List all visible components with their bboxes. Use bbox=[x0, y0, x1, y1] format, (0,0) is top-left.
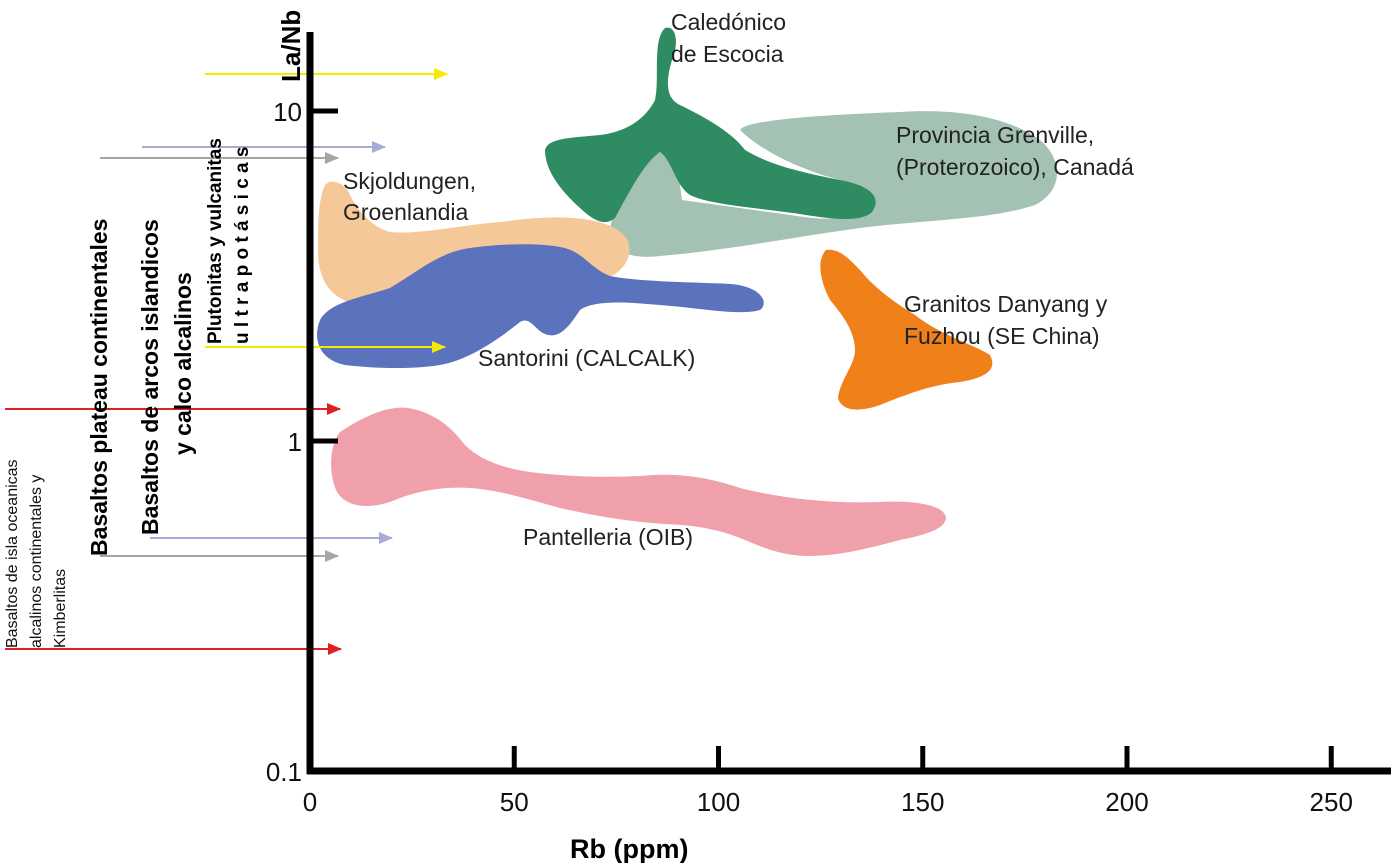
x-tick-label: 150 bbox=[901, 787, 944, 817]
label-caledonico-line1: Caledónico bbox=[671, 9, 786, 35]
x-tick-label: 50 bbox=[500, 787, 529, 817]
label-danyang-line1: Granitos Danyang y bbox=[904, 291, 1108, 317]
field-grenville bbox=[609, 111, 1058, 257]
y-tick-label: 0.1 bbox=[266, 757, 302, 787]
label-oib-line3: Kimberlitas bbox=[52, 569, 69, 648]
label-plutonitas-line1: Plutonitas y vulcanitas bbox=[205, 138, 226, 344]
field-santorini bbox=[317, 244, 764, 369]
label-oib-line2: alcalinos continentales y bbox=[28, 475, 45, 648]
field-pantelleria bbox=[331, 407, 947, 556]
x-tick-label: 250 bbox=[1310, 787, 1353, 817]
field-caledonico bbox=[545, 27, 876, 223]
x-axis-title: Rb (ppm) bbox=[570, 834, 688, 863]
x-tick-label: 100 bbox=[697, 787, 740, 817]
label-grenville-line2: (Proterozoico), Canadá bbox=[896, 154, 1134, 180]
label-caledonico-line2: de Escocia bbox=[671, 41, 784, 67]
y-tick-label: 10 bbox=[273, 97, 302, 127]
label-skjoldungen-line2: Groenlandia bbox=[343, 199, 469, 225]
y-tick-label: 1 bbox=[288, 427, 302, 457]
label-santorini: Santorini (CALCALK) bbox=[478, 345, 695, 371]
label-plutonitas-line2: u l t r a p o t á s i c a s bbox=[232, 147, 253, 344]
label-danyang-line2: Fuzhou (SE China) bbox=[904, 323, 1100, 349]
label-skjoldungen-line1: Skjoldungen, bbox=[343, 168, 476, 194]
field-danyang bbox=[820, 249, 993, 410]
y-axis-title: La/Nb bbox=[276, 10, 306, 82]
label-pantelleria: Pantelleria (OIB) bbox=[523, 524, 693, 550]
x-tick-label: 0 bbox=[303, 787, 317, 817]
label-arcos-line2: y calco alcalinos bbox=[170, 272, 196, 455]
x-ticks: 0 50 100 150 200 250 bbox=[303, 746, 1353, 817]
label-arcos-line1: Basaltos de arcos islandicos bbox=[137, 219, 163, 535]
y-ticks: 0.1 1 10 bbox=[266, 97, 338, 787]
label-grenville-line1: Provincia Grenville, bbox=[896, 122, 1094, 148]
label-oib-line1: Basaltos de isla oceanicas bbox=[4, 459, 21, 648]
label-plateau: Basaltos plateau continentales bbox=[86, 219, 112, 556]
x-tick-label: 200 bbox=[1105, 787, 1148, 817]
